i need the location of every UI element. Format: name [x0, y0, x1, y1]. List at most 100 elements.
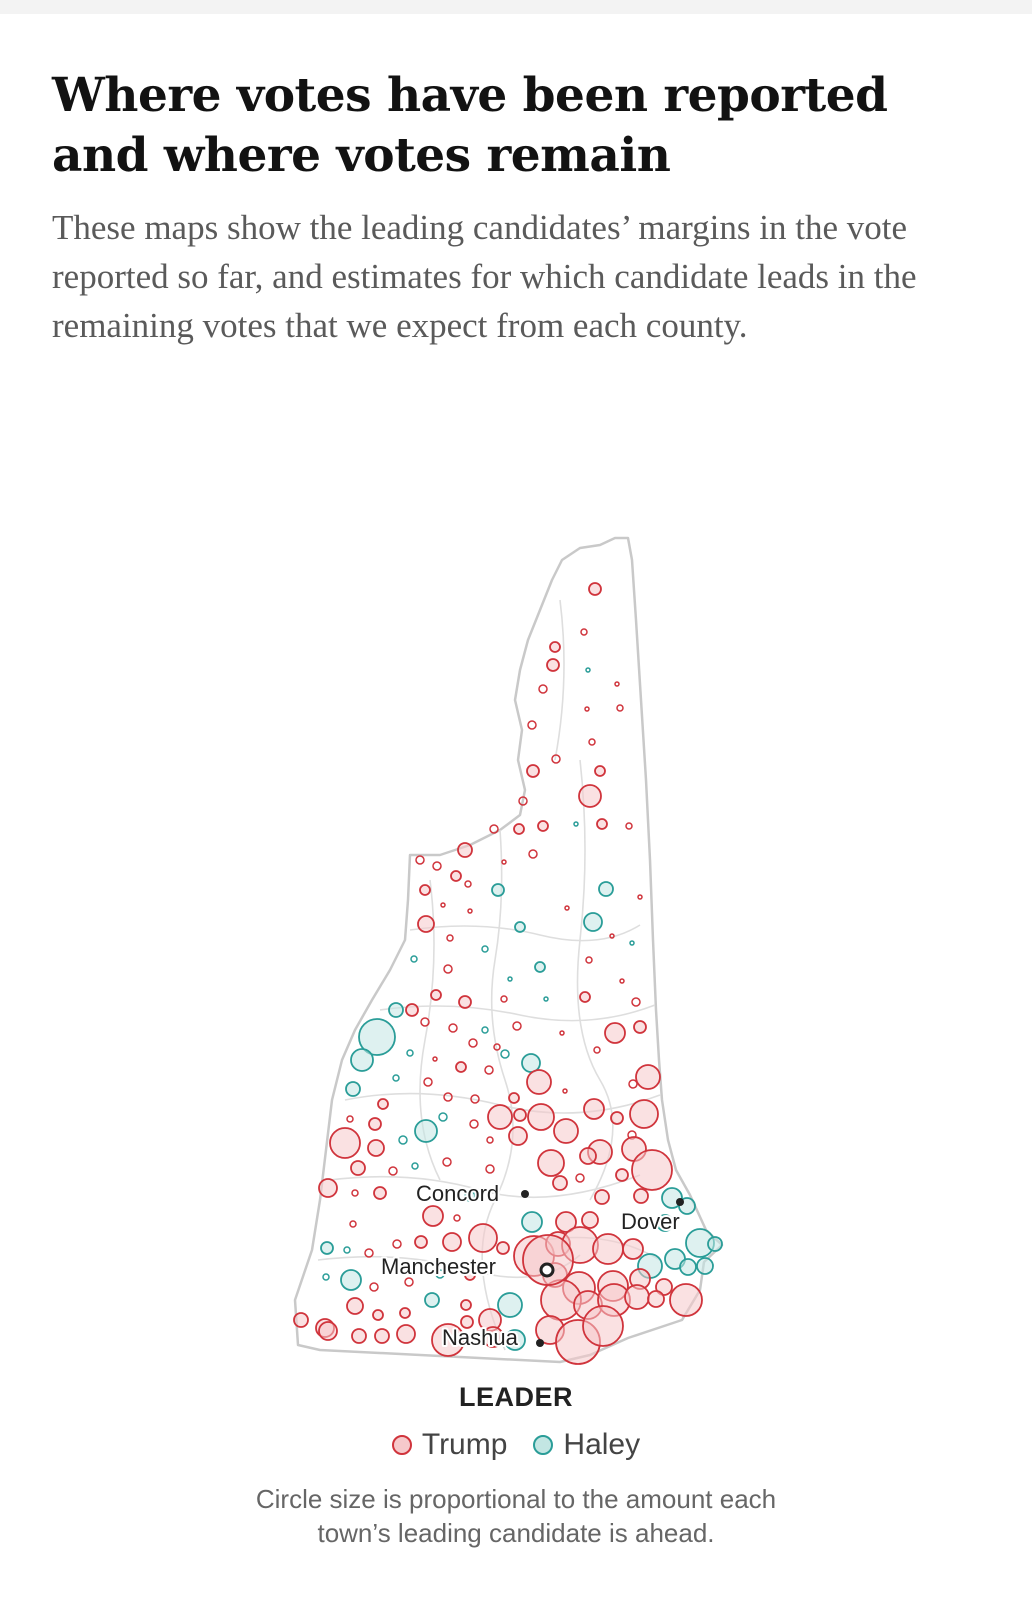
town-marker	[527, 720, 537, 730]
town-marker	[631, 1149, 673, 1191]
town-marker	[584, 706, 590, 712]
new-hampshire-map: Concord Dover Manchester Nashua	[293, 536, 724, 1365]
legend-label-haley: Haley	[563, 1428, 641, 1461]
town-marker	[521, 1211, 543, 1233]
town-marker	[489, 824, 499, 834]
town-marker	[481, 1026, 489, 1034]
city-nashua: Nashua	[440, 1323, 544, 1352]
town-marker	[579, 991, 591, 1003]
town-marker	[629, 940, 635, 946]
town-marker	[537, 1149, 565, 1177]
town-marker	[467, 908, 473, 914]
town-marker	[405, 1003, 419, 1017]
town-marker	[440, 902, 446, 908]
legend-item-trump: Trump	[391, 1428, 508, 1462]
town-marker	[470, 1094, 480, 1104]
town-marker	[669, 1283, 703, 1317]
town-marker	[320, 1241, 334, 1255]
town-marker	[411, 1162, 419, 1170]
town-marker	[458, 995, 472, 1009]
town-marker	[500, 1049, 510, 1059]
town-marker	[374, 1328, 390, 1344]
town-marker	[448, 1023, 458, 1033]
town-marker	[596, 818, 608, 830]
town-marker	[350, 1160, 366, 1176]
town-marker	[609, 933, 615, 939]
town-marker	[528, 849, 538, 859]
state-outline	[293, 536, 724, 1364]
town-marker	[594, 765, 606, 777]
town-marker	[526, 764, 540, 778]
city-label-nashua: Nashua	[442, 1325, 519, 1350]
town-marker	[481, 945, 489, 953]
town-marker	[583, 912, 603, 932]
town-marker	[534, 961, 546, 973]
town-marker	[514, 921, 526, 933]
town-marker	[432, 861, 442, 871]
town-marker	[624, 1284, 650, 1310]
trump-swatch-icon	[391, 1435, 412, 1455]
town-marker	[619, 978, 625, 984]
town-marker	[423, 1077, 433, 1087]
town-marker	[615, 1168, 629, 1182]
town-marker	[420, 1017, 430, 1027]
town-marker	[610, 1111, 624, 1125]
legend-label-trump: Trump	[421, 1428, 508, 1461]
town-marker	[322, 1273, 330, 1281]
town-marker	[377, 1098, 389, 1110]
town-marker	[513, 823, 525, 835]
town-marker	[679, 1258, 697, 1276]
town-marker	[422, 1205, 444, 1227]
town-marker	[346, 1115, 354, 1123]
town-marker	[622, 1238, 644, 1260]
town-marker	[575, 1173, 585, 1183]
town-marker	[482, 1326, 504, 1348]
town-marker	[647, 1290, 665, 1308]
town-marker	[329, 1127, 361, 1159]
town-marker	[450, 870, 462, 882]
town-marker	[504, 1329, 526, 1351]
town-marker	[553, 1118, 579, 1144]
city-label-manchester: Manchester	[381, 1254, 496, 1279]
town-marker	[415, 855, 425, 865]
town-marker	[537, 820, 549, 832]
town-marker	[633, 1188, 649, 1204]
town-marker	[484, 1065, 494, 1075]
town-marker	[581, 1211, 599, 1229]
town-marker	[582, 1305, 624, 1347]
town-marker	[443, 1092, 453, 1102]
town-marker	[496, 1241, 510, 1255]
city-manchester: Manchester	[379, 1252, 555, 1281]
town-marker	[388, 1166, 398, 1176]
city-dover: Dover	[619, 1198, 684, 1236]
map-container: Concord Dover Manchester Nashua	[0, 520, 1032, 1390]
town-marker	[580, 628, 588, 636]
town-marker	[508, 1126, 528, 1146]
town-marker	[438, 1112, 448, 1122]
town-marker	[614, 681, 620, 687]
top-bar	[0, 0, 1032, 14]
town-marker	[538, 684, 548, 694]
town-marker	[508, 1092, 520, 1104]
town-marker	[368, 1117, 382, 1131]
town-markers	[293, 582, 723, 1365]
town-marker	[369, 1282, 379, 1292]
city-layer: Concord Dover Manchester Nashua	[379, 1179, 684, 1352]
town-marker	[501, 859, 507, 865]
town-marker	[485, 1164, 495, 1174]
city-concord: Concord	[414, 1179, 529, 1208]
town-marker	[406, 1049, 414, 1057]
town-marker	[518, 796, 528, 806]
town-marker	[507, 976, 513, 982]
legend-title: LEADER	[458, 1382, 573, 1412]
town-marker	[293, 1312, 309, 1328]
town-marker	[486, 1136, 494, 1144]
town-marker	[442, 1232, 462, 1252]
town-marker	[637, 894, 643, 900]
town-marker	[414, 1119, 438, 1143]
town-marker	[392, 1074, 400, 1082]
town-marker	[585, 667, 591, 673]
town-marker	[655, 1278, 673, 1296]
town-marker	[442, 1157, 452, 1167]
town-marker	[562, 1088, 568, 1094]
